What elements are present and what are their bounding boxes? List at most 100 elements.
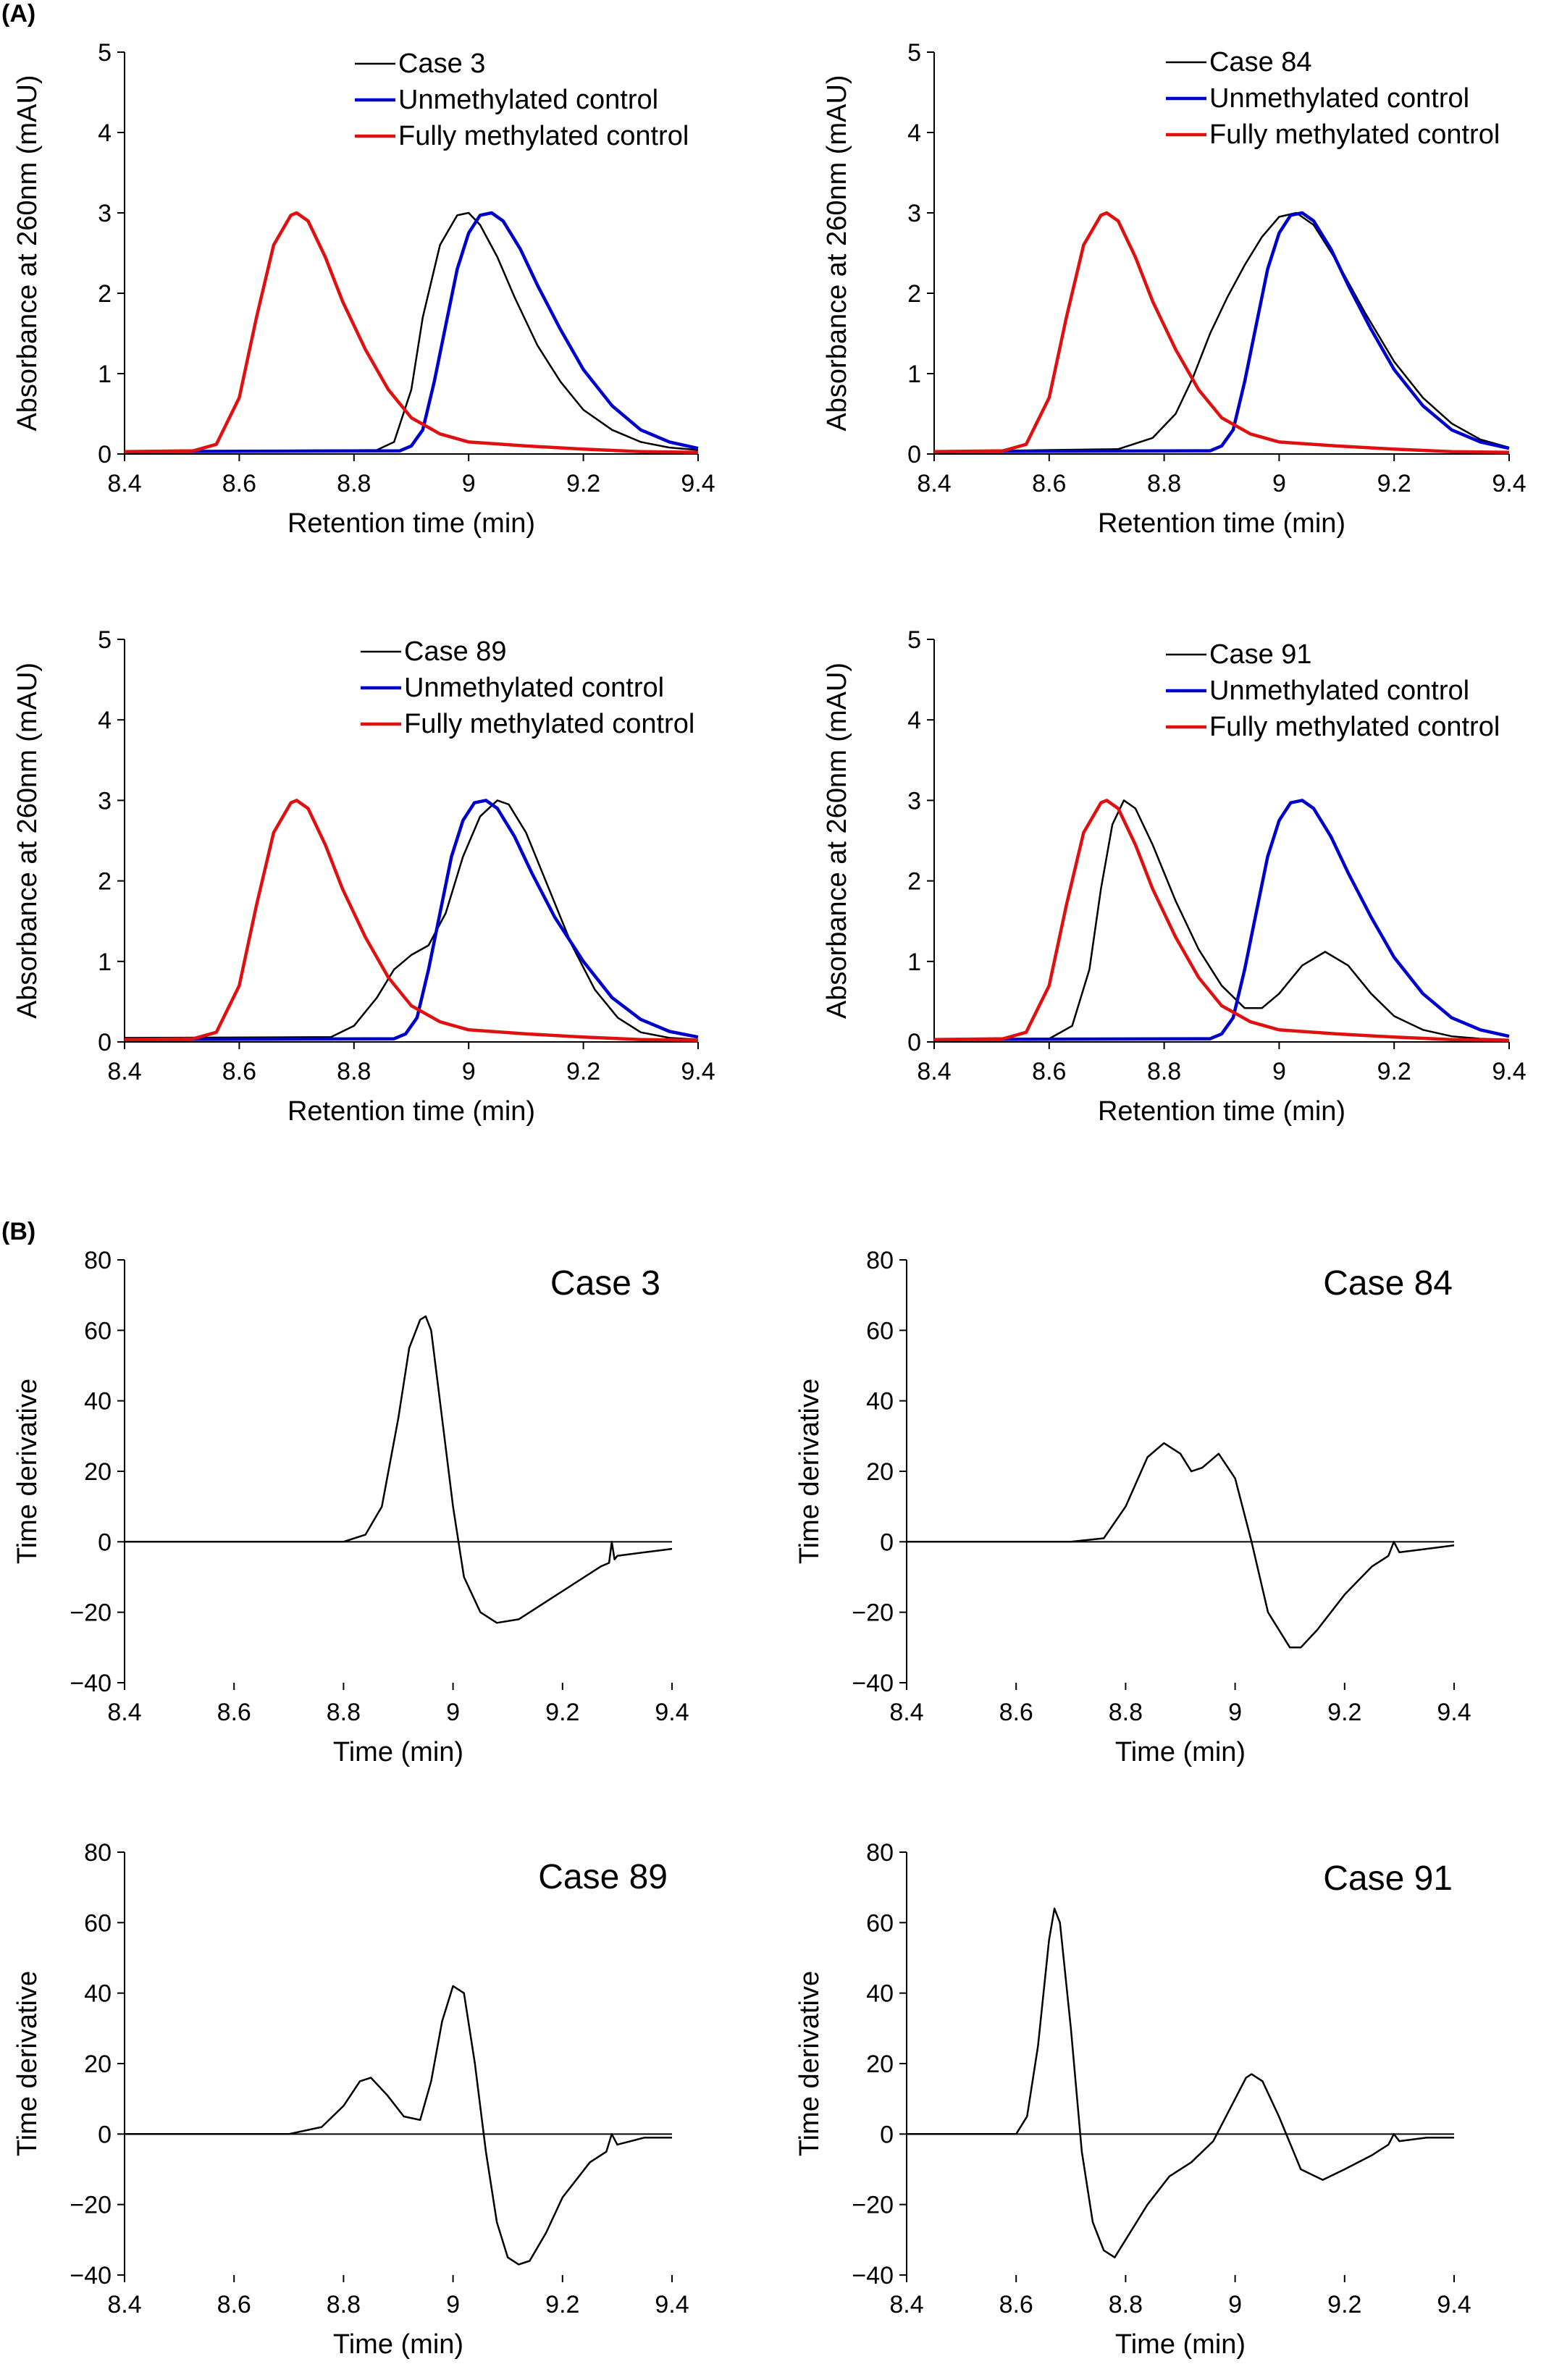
x-tick-label: 8.8 <box>1109 1699 1143 1726</box>
series-line-2 <box>124 799 699 1041</box>
x-tick-label: 8.4 <box>889 2291 923 2318</box>
y-tick-label: 1 <box>907 949 921 976</box>
y-axis-label: Absorbance at 260nm (mAU) <box>12 663 43 1019</box>
y-axis-label: Time derivative <box>794 1379 825 1564</box>
y-tick-label: 2 <box>98 868 112 896</box>
x-tick-label: 8.8 <box>1147 1058 1181 1085</box>
x-tick-label: 9.2 <box>566 470 600 497</box>
chart-1: 0 1 2 3 4 5 8.4 8.6 8.8 9 9.2 9.4 Retention time (mi… <box>12 39 715 539</box>
chart-2: 0 1 2 3 4 5 8.4 8.6 8.8 9 9.2 9.4 Retention time (mi… <box>822 39 1527 539</box>
chart-title: Case 91 <box>1323 1859 1453 1898</box>
y-tick-label: 2 <box>907 868 921 896</box>
y-tick-label: 5 <box>98 626 112 654</box>
series-line-3 <box>124 799 699 1043</box>
x-tick-label: 8.4 <box>107 2291 141 2318</box>
y-tick-label: 4 <box>98 119 112 147</box>
series-line-3 <box>933 211 1510 455</box>
x-tick-label: 9.4 <box>1492 1058 1526 1085</box>
y-tick-label: −40 <box>70 2262 112 2289</box>
y-tick-label: 80 <box>84 1247 112 1274</box>
y-axis-label: Time derivative <box>794 1971 825 2156</box>
series-line-1 <box>125 1985 672 2266</box>
y-tick-label: −20 <box>852 1599 894 1627</box>
y-tick-label: 20 <box>84 2051 112 2078</box>
x-tick-label: 9.2 <box>1377 1058 1411 1085</box>
x-tick-label: 8.8 <box>1147 470 1181 497</box>
x-tick-label: 8.6 <box>222 1058 256 1085</box>
series-line-2 <box>933 799 1510 1041</box>
x-tick-label: 9.4 <box>681 470 715 497</box>
series-line-1 <box>907 1907 1454 2258</box>
x-axis-label: Time (min) <box>1115 1737 1246 1767</box>
y-tick-label: −40 <box>70 1670 112 1697</box>
x-tick-label: 8.4 <box>889 1699 923 1726</box>
x-axis-label: Retention time (min) <box>287 1096 535 1127</box>
x-axis-label: Time (min) <box>333 2329 463 2360</box>
x-tick-label: 9 <box>1228 2291 1242 2318</box>
y-tick-label: 60 <box>84 1317 112 1345</box>
chart-3: 0 1 2 3 4 5 8.4 8.6 8.8 9 9.2 9.4 Retention time (mi… <box>12 626 715 1127</box>
y-tick-label: 3 <box>907 787 921 815</box>
series-line-1 <box>124 799 699 1040</box>
x-axis-label: Time (min) <box>1115 2329 1246 2360</box>
x-axis-label: Retention time (min) <box>1098 1096 1345 1127</box>
y-tick-label: 4 <box>907 119 921 147</box>
x-tick-label: 8.6 <box>999 1699 1033 1726</box>
chart-title: Case 3 <box>550 1264 660 1303</box>
y-axis-label: Absorbance at 260nm (mAU) <box>822 75 852 431</box>
y-tick-label: 40 <box>866 1388 894 1416</box>
x-tick-label: 9 <box>446 2291 460 2318</box>
chart-title: Case 89 <box>538 1858 668 1896</box>
y-tick-label: 1 <box>98 949 112 976</box>
y-tick-label: 20 <box>84 1458 112 1486</box>
x-tick-label: 9.2 <box>1327 1699 1361 1726</box>
y-tick-label: 1 <box>907 361 921 388</box>
x-tick-label: 9.4 <box>1492 470 1526 497</box>
panel-label-b: (B) <box>1 1218 35 1245</box>
y-axis-label: Time derivative <box>12 1379 43 1564</box>
y-axis-label: Time derivative <box>12 1971 43 2156</box>
legend-entry: Fully methylated control <box>398 121 689 151</box>
legend-entry: Case 91 <box>1209 639 1312 670</box>
y-axis-label: Absorbance at 260nm (mAU) <box>12 75 43 431</box>
y-tick-label: 0 <box>98 1029 112 1056</box>
x-axis-label: Time (min) <box>333 1737 463 1767</box>
chart-5: −40 −20 0 20 40 60 80 8.4 8.6 8.8 9 9.2 9.4 Time (min… <box>12 1247 689 1767</box>
x-axis-label: Retention time (min) <box>287 508 535 539</box>
series-line-3 <box>124 211 699 455</box>
x-tick-label: 9.4 <box>655 1699 689 1726</box>
series-line-1 <box>124 211 699 453</box>
y-tick-label: 0 <box>98 2121 112 2148</box>
series-line-1 <box>907 1442 1455 1649</box>
x-tick-label: 9 <box>462 1058 476 1085</box>
chart-6: −40 −20 0 20 40 60 80 8.4 8.6 8.8 9 9.2 9.4 Time (min… <box>794 1247 1471 1767</box>
x-tick-label: 9.2 <box>545 2291 579 2318</box>
x-tick-label: 9.4 <box>681 1058 715 1085</box>
y-tick-label: 3 <box>907 200 921 227</box>
chart-8: −40 −20 0 20 40 60 80 8.4 8.6 8.8 9 9.2 9.4 Time (min… <box>794 1839 1471 2360</box>
x-tick-label: 9 <box>1272 470 1286 497</box>
x-tick-label: 9 <box>446 1699 460 1726</box>
y-tick-label: 1 <box>98 361 112 388</box>
y-tick-label: 60 <box>866 1317 894 1345</box>
x-tick-label: 8.4 <box>917 470 951 497</box>
x-tick-label: 8.6 <box>217 1699 251 1726</box>
legend-entry: Unmethylated control <box>398 85 658 115</box>
legend-entry: Unmethylated control <box>1209 676 1469 706</box>
y-tick-label: 4 <box>98 707 112 734</box>
x-tick-label: 8.4 <box>107 470 141 497</box>
x-tick-label: 9.4 <box>1437 1699 1471 1726</box>
y-tick-label: 20 <box>866 2051 894 2078</box>
x-tick-label: 9.2 <box>566 1058 600 1085</box>
legend-entry: Unmethylated control <box>1209 83 1469 114</box>
y-tick-label: 80 <box>866 1839 894 1867</box>
y-tick-label: 80 <box>866 1247 894 1274</box>
legend-entry: Unmethylated control <box>404 673 664 703</box>
panel-label-a: (A) <box>1 0 35 28</box>
y-tick-label: 0 <box>880 2121 894 2148</box>
y-tick-label: 3 <box>98 200 112 227</box>
y-axis-label: Absorbance at 260nm (mAU) <box>822 663 852 1019</box>
y-tick-label: 0 <box>98 441 112 468</box>
x-tick-label: 9.4 <box>1437 2291 1471 2318</box>
